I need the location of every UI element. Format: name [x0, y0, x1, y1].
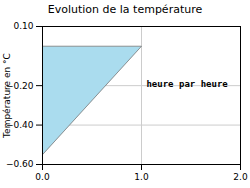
html-text:Evolution de la température: Evolution de la température	[47, 3, 203, 16]
svg-text:2.0: 2.0	[233, 172, 248, 182]
svg-text:−0.20: −0.20	[5, 80, 34, 91]
svg-text:−0.60: −0.60	[6, 159, 34, 169]
svg-text:0.10: 0.10	[13, 21, 33, 31]
svg-text:heure par heure: heure par heure	[146, 79, 228, 89]
svg-text:0.0: 0.0	[35, 172, 50, 182]
svg-text:Température en °C: Température en °C	[2, 53, 12, 139]
svg-text:−0.40: −0.40	[5, 120, 34, 130]
svg-text:1.0: 1.0	[134, 172, 149, 182]
